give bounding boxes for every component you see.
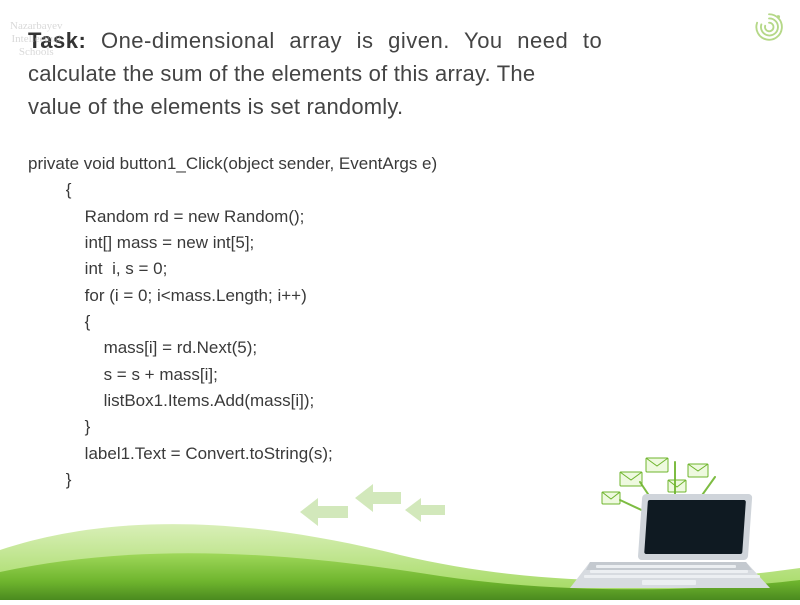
code-line: { xyxy=(28,309,772,335)
code-line: s = s + mass[i]; xyxy=(28,362,772,388)
code-line: mass[i] = rd.Next(5); xyxy=(28,335,772,361)
spiral-logo-icon xyxy=(752,10,786,49)
task-line3: value of the elements is set randomly. xyxy=(28,90,772,123)
code-line: } xyxy=(28,414,772,440)
code-line: Random rd = new Random(); xyxy=(28,204,772,230)
task-line1: Task: One-dimensional array is given. Yo… xyxy=(28,24,772,57)
watermark-line2: Intellectual xyxy=(10,33,63,46)
task-line2: calculate the sum of the elements of thi… xyxy=(28,57,772,90)
task-description: Task: One-dimensional array is given. Yo… xyxy=(28,24,772,123)
laptop-illustration xyxy=(560,442,780,592)
code-line: for (i = 0; i<mass.Length; i++) xyxy=(28,283,772,309)
watermark-line1: Nazarbayev xyxy=(10,20,63,33)
code-line: { xyxy=(28,177,772,203)
code-line: private void button1_Click(object sender… xyxy=(28,151,772,177)
watermark: Nazarbayev Intellectual Schools xyxy=(10,20,63,60)
task-line1-rest: One-dimensional array is given. You need… xyxy=(86,28,602,53)
code-line: int i, s = 0; xyxy=(28,256,772,282)
watermark-line3: Schools xyxy=(10,46,63,59)
code-line: listBox1.Items.Add(mass[i]); xyxy=(28,388,772,414)
slide-content: Task: One-dimensional array is given. Yo… xyxy=(0,0,800,493)
code-line: int[] mass = new int[5]; xyxy=(28,230,772,256)
